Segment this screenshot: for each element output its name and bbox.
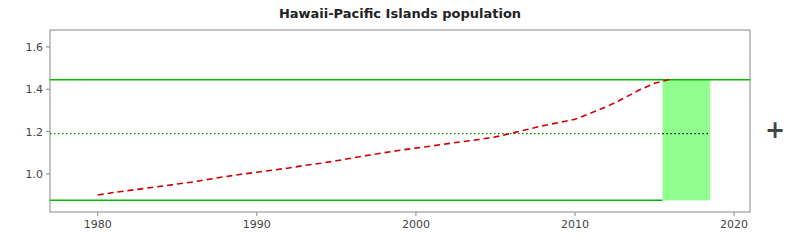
x-tick-label: 1990 <box>243 218 271 231</box>
y-tick-label: 1.4 <box>26 83 44 96</box>
y-tick-label: 1.0 <box>26 168 44 181</box>
y-tick <box>46 173 50 174</box>
y-tick <box>46 89 50 90</box>
reference-line <box>50 133 663 134</box>
y-tick-label: 1.6 <box>26 41 44 54</box>
y-tick <box>46 46 50 47</box>
plot-area <box>50 79 750 200</box>
y-tick <box>46 131 50 132</box>
x-tick-label: 2020 <box>720 218 748 231</box>
reference-line <box>50 200 663 202</box>
annotation: + <box>765 116 785 144</box>
x-tick <box>415 212 416 216</box>
x-tick <box>575 212 576 216</box>
title: Hawaii-Pacific Islands population <box>279 6 521 21</box>
chart: Hawaii-Pacific Islands population 1980 199… <box>0 0 800 240</box>
band <box>663 80 711 201</box>
x-tick-label: 2010 <box>561 218 589 231</box>
reference-line <box>663 133 711 134</box>
series-line <box>98 79 671 195</box>
x-tick <box>256 212 257 216</box>
x-tick <box>97 212 98 216</box>
x-tick <box>734 212 735 216</box>
x-tick-label: 1980 <box>84 218 112 231</box>
y-tick-label: 1.2 <box>26 126 44 139</box>
plot-frame <box>50 30 750 212</box>
reference-line <box>50 79 750 81</box>
x-tick-label: 2000 <box>402 218 430 231</box>
